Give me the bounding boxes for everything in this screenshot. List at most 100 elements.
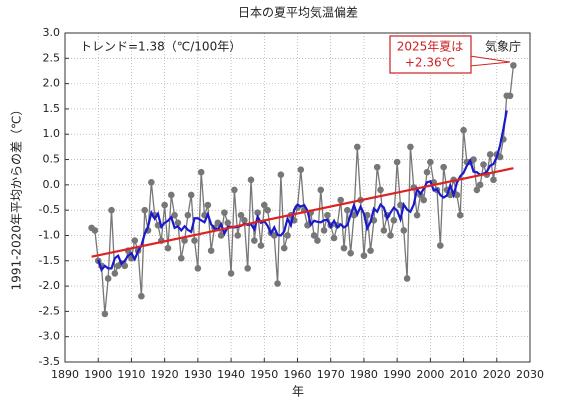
data-point [221,209,228,216]
x-tick-label: 1980 [350,368,378,381]
x-tick-label: 1920 [151,368,179,381]
data-point [131,237,139,244]
data-point [227,270,235,277]
x-tick-label: 1910 [117,368,145,381]
callout-line1: 2025年夏は [397,40,464,54]
data-point [420,196,428,204]
y-tick-label: 2.0 [43,77,61,90]
data-point [387,232,394,239]
data-point [197,168,205,176]
chart-title: 日本の夏平均気温偏差 [238,5,358,20]
data-point [104,275,112,282]
data-point [353,143,361,151]
data-point [486,151,494,158]
trend-annotation: トレンド=1.38（℃/100年） [80,40,241,54]
data-point [277,171,285,179]
data-point [390,216,398,224]
data-point [148,179,155,186]
data-point [317,186,325,194]
source-label: 気象庁 [485,39,521,54]
data-point [304,222,311,229]
data-point [456,211,464,219]
data-point [161,201,168,209]
x-tick-label: 1900 [84,368,112,381]
data-point [181,237,188,244]
data-point [191,237,198,244]
x-tick-label: 1950 [250,368,278,381]
data-point [237,211,245,219]
data-point [470,156,477,163]
data-point [214,219,222,227]
data-point [257,242,265,249]
callout-line2: +2.36℃ [405,56,455,70]
data-point [194,265,202,272]
data-point [121,262,129,270]
y-tick-label: -2.5 [39,304,60,317]
data-point [393,158,401,166]
data-point [397,201,404,209]
data-point [280,244,288,252]
data-point [377,186,384,194]
y-tick-label: 1.5 [43,102,61,115]
data-point [480,161,487,168]
data-point [340,244,348,252]
data-point [164,244,172,252]
data-point [260,201,268,209]
data-point [427,158,434,166]
data-point [254,209,261,216]
data-point [496,153,504,161]
callout-pointer [469,55,511,67]
data-point [138,292,145,300]
data-point [360,252,368,260]
data-point [380,227,388,234]
data-point [324,211,331,219]
x-tick-label: 1960 [284,368,312,381]
data-point [510,62,517,69]
x-axis-label: 年 [292,385,304,399]
y-tick-label: 3.0 [43,26,61,39]
data-point [241,216,248,224]
data-point [174,219,182,227]
data-point [101,310,109,318]
x-tick-label: 1890 [51,368,79,381]
y-tick-label: -1.5 [39,254,60,267]
data-point [476,181,484,189]
data-point [264,206,271,214]
data-point [247,176,255,184]
data-point [310,232,318,239]
data-point [367,247,374,254]
data-point [141,206,149,214]
callout-box [389,35,472,74]
series-line [91,167,514,258]
y-tick-label: -3.5 [39,355,60,368]
data-point [234,232,242,239]
data-point [111,270,119,277]
y-tick-label: 0.5 [43,153,61,166]
y-tick-label: 0.0 [43,178,61,191]
data-point [413,211,421,219]
y-tick-label: -2.0 [39,279,60,292]
data-point [224,219,232,227]
plot-frame [64,32,531,363]
x-tick-label: 1940 [217,368,245,381]
y-tick-label: -3.0 [39,330,60,343]
data-point [171,211,178,219]
data-point [231,186,238,194]
y-tick-label: -1.0 [39,228,60,241]
x-tick-label: 1930 [184,368,212,381]
x-tick-label: 1990 [383,368,411,381]
series-line [97,110,508,273]
data-point [284,232,291,239]
data-point [403,275,411,282]
data-point [506,92,514,100]
data-point [187,191,195,199]
data-point [373,163,381,171]
data-point [423,168,431,176]
data-point [274,280,281,287]
data-point [204,201,212,209]
data-point [347,249,354,257]
y-tick-label: 1.0 [43,127,61,140]
data-point [344,206,351,214]
